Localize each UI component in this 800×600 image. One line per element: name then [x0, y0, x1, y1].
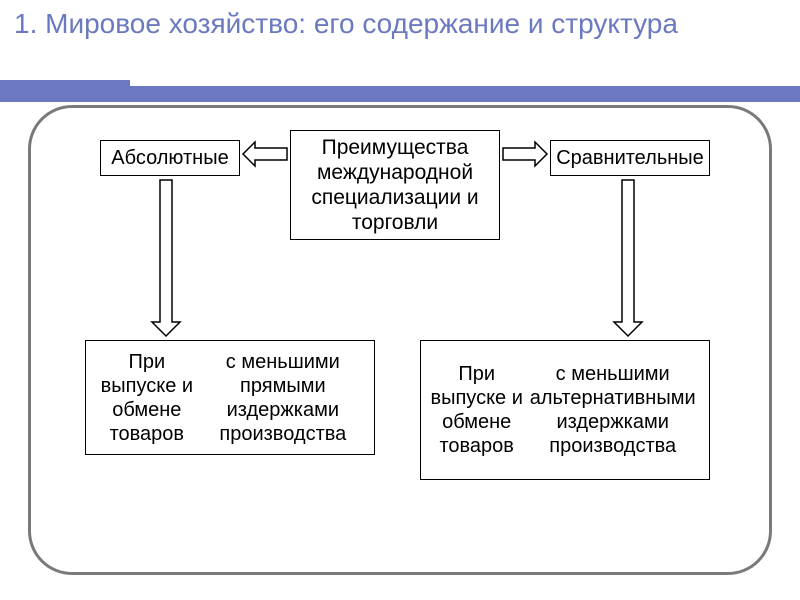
slide: 1. Мировое хозяйство: его содержание и с…: [0, 0, 800, 600]
node-comparative: Сравнительные: [550, 140, 710, 176]
title-bar: [0, 86, 800, 102]
node-left-detail: При выпуске и обмене товаровс меньшими п…: [85, 340, 375, 455]
node-right-detail: При выпуске и обмене товаровс меньшими а…: [420, 340, 710, 480]
node-center: Преимущества международной специализации…: [290, 130, 500, 240]
node-absolute: Абсолютные: [100, 140, 240, 176]
slide-title: 1. Мировое хозяйство: его содержание и с…: [14, 8, 774, 40]
